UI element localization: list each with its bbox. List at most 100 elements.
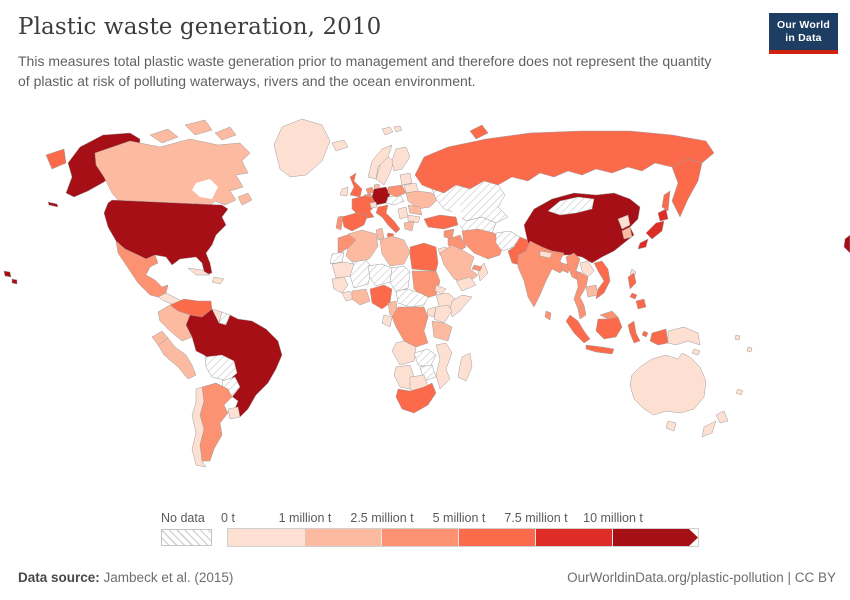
country-mali[interactable] — [349, 259, 373, 289]
legend-colorbar: 0 t 1 million t 2.5 million t 5 million t 7.… — [221, 511, 708, 551]
world-map — [0, 105, 850, 510]
country-poland[interactable] — [387, 184, 407, 198]
country-turkey[interactable] — [423, 214, 459, 230]
country-sri-lanka[interactable] — [544, 310, 552, 321]
map-legend: No data 0 t 1 million t 2.5 million t 5 mil… — [0, 511, 850, 551]
country-philippines[interactable] — [627, 272, 647, 310]
country-central-african-republic[interactable] — [395, 288, 429, 308]
country-malaysia[interactable] — [577, 304, 619, 320]
country-ireland[interactable] — [339, 186, 349, 197]
legend-segment-1[interactable] — [305, 529, 382, 546]
country-mexico[interactable] — [115, 240, 169, 298]
country-canada-maritimes[interactable] — [237, 192, 253, 206]
country-peru[interactable] — [157, 337, 197, 380]
chart-subtitle: This measures total plastic waste genera… — [18, 53, 712, 89]
country-bulgaria[interactable] — [407, 214, 421, 224]
country-iran[interactable] — [461, 228, 505, 260]
no-data-swatch[interactable] — [161, 529, 212, 546]
country-uganda[interactable] — [426, 306, 437, 318]
country-switzerland[interactable] — [369, 201, 378, 209]
country-chile[interactable] — [191, 386, 207, 468]
country-ukraine[interactable] — [405, 190, 439, 210]
country-egypt[interactable] — [409, 242, 439, 272]
country-kazakhstan[interactable] — [431, 180, 509, 224]
country-angola[interactable] — [391, 340, 417, 366]
country-ivory-coast[interactable] — [351, 288, 371, 306]
country-hispaniola[interactable] — [211, 276, 225, 285]
country-oman[interactable] — [477, 262, 489, 282]
country-russia-kamchatka[interactable] — [661, 158, 703, 218]
country-indonesia[interactable] — [565, 314, 669, 355]
country-bolivia[interactable] — [204, 354, 238, 382]
country-australia[interactable] — [629, 352, 707, 432]
country-greenland[interactable] — [273, 118, 331, 178]
country-laos[interactable] — [579, 260, 595, 278]
country-romania[interactable] — [407, 204, 423, 216]
country-niger[interactable] — [367, 263, 393, 287]
world-map-svg — [3, 118, 850, 468]
data-source: Data source: Jambeck et al. (2015) — [18, 570, 233, 585]
owid-logo[interactable]: Our World in Data — [769, 13, 838, 54]
legend-segment-2[interactable] — [382, 529, 459, 546]
country-south-africa[interactable] — [395, 382, 437, 414]
country-saudi-arabia[interactable] — [439, 244, 479, 284]
country-western-sahara[interactable] — [329, 251, 345, 265]
country-russia-chukotka[interactable] — [45, 148, 67, 170]
country-iceland[interactable] — [331, 139, 349, 152]
country-kenya[interactable] — [433, 304, 453, 324]
country-greece[interactable] — [403, 220, 415, 232]
country-dr-congo[interactable] — [391, 306, 429, 348]
legend-tick-label: 2.5 million t — [350, 511, 414, 525]
country-united-arab-emirates[interactable] — [471, 264, 483, 272]
country-russia-novaya-zemlya[interactable] — [469, 124, 489, 140]
country-united-kingdom[interactable] — [349, 172, 363, 198]
country-madagascar[interactable] — [457, 352, 473, 382]
country-cuba[interactable] — [187, 267, 211, 276]
country-tunisia[interactable] — [375, 227, 385, 241]
owid-logo-line1: Our World — [777, 19, 830, 32]
black-sea — [420, 207, 444, 217]
country-thailand[interactable] — [573, 270, 589, 310]
country-senegal[interactable] — [331, 276, 349, 294]
country-serbia[interactable] — [397, 206, 409, 220]
country-vietnam[interactable] — [593, 260, 611, 300]
country-pacific-islands[interactable] — [734, 334, 753, 396]
country-japan[interactable] — [637, 208, 669, 250]
country-cambodia[interactable] — [585, 284, 599, 298]
country-uruguay[interactable] — [227, 406, 241, 420]
legend-segment-3[interactable] — [459, 529, 536, 546]
no-data-label: No data — [161, 511, 205, 525]
country-papua-new-guinea[interactable] — [667, 326, 701, 356]
country-svalbard[interactable] — [381, 125, 403, 136]
country-mongolia[interactable] — [547, 196, 595, 216]
country-canada[interactable] — [94, 138, 251, 209]
country-united-states[interactable] — [103, 199, 229, 276]
country-united-states-alaska-wrap[interactable] — [843, 234, 850, 254]
country-yemen[interactable] — [455, 276, 477, 292]
owid-logo-red-bar — [769, 50, 838, 54]
country-south-korea[interactable] — [621, 226, 633, 240]
country-tanzania[interactable] — [431, 320, 453, 342]
country-india[interactable] — [517, 240, 567, 308]
legend-segment-4[interactable] — [536, 529, 613, 546]
country-baltic-states[interactable] — [399, 172, 413, 186]
legend-segment-5[interactable] — [613, 529, 698, 546]
country-zambia[interactable] — [413, 348, 437, 368]
country-mozambique[interactable] — [435, 342, 453, 390]
country-libya[interactable] — [379, 235, 411, 267]
country-gabon[interactable] — [381, 314, 393, 328]
country-new-zealand[interactable] — [701, 410, 729, 438]
country-spain[interactable] — [341, 212, 369, 232]
country-chad[interactable] — [389, 265, 411, 293]
license-credit[interactable]: OurWorldinData.org/plastic-pollution | C… — [567, 570, 836, 585]
country-argentina[interactable] — [199, 382, 233, 462]
country-united-states-hawaii[interactable] — [3, 270, 18, 285]
country-russia[interactable] — [414, 130, 715, 194]
country-north-korea[interactable] — [617, 214, 631, 230]
country-canada-arctic-islands[interactable] — [149, 119, 237, 144]
legend-segment-0[interactable] — [228, 529, 305, 546]
country-portugal[interactable] — [335, 215, 344, 231]
country-nepal[interactable] — [539, 250, 553, 259]
country-finland[interactable] — [391, 146, 411, 172]
